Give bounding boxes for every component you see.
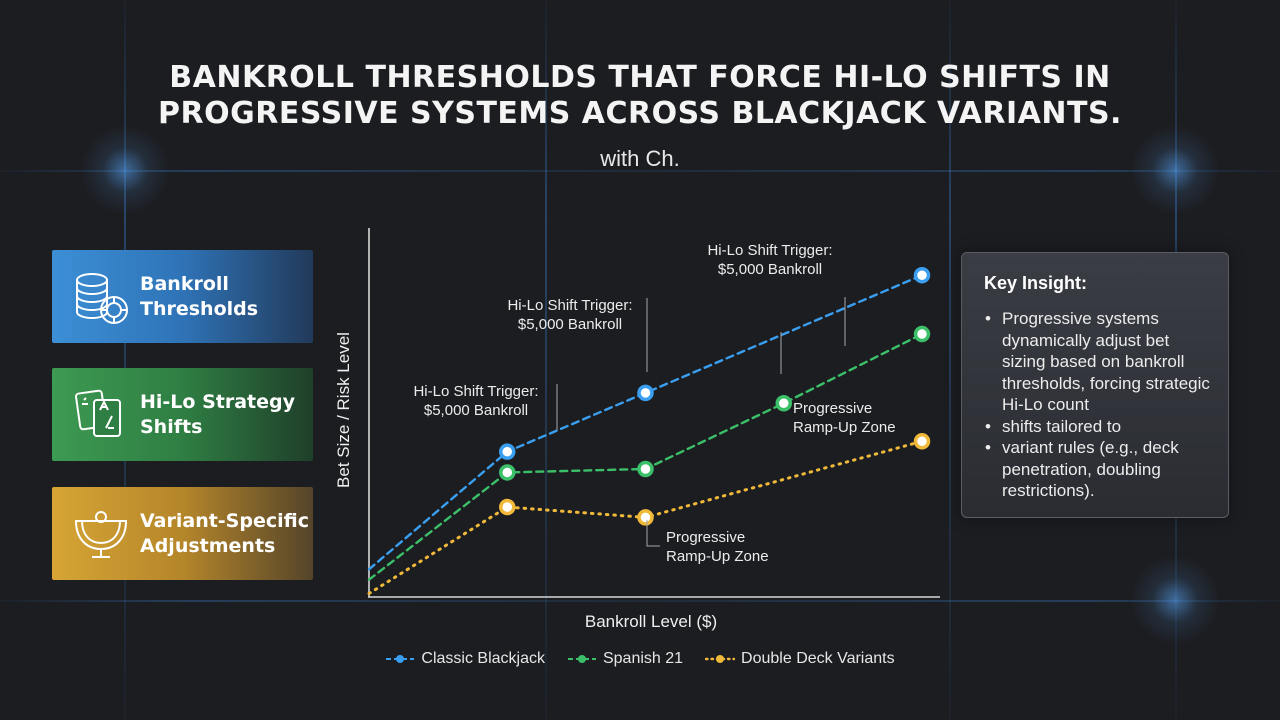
legend-label: Classic Blackjack: [421, 650, 545, 667]
insight-bullet: Progressive systems dynamically adjust b…: [985, 308, 1210, 416]
data-point: [637, 460, 654, 478]
series-line: [367, 274, 924, 571]
data-point: [913, 433, 931, 450]
card-bankroll-thresholds: Bankroll Thresholds: [52, 250, 313, 343]
x-axis-label: Bankroll Level ($): [585, 612, 717, 631]
legend-item: Classic Blackjack: [385, 650, 545, 668]
data-point: [499, 464, 516, 481]
annotation-label: Progressive Ramp-Up Zone: [666, 529, 769, 565]
series-line: [367, 439, 924, 596]
key-insight-panel: Key Insight: Progressive systems dynamic…: [961, 252, 1229, 518]
legend-item: Spanish 21: [567, 650, 683, 668]
chart-legend: Classic Blackjack Spanish 21 Double Deck…: [0, 650, 1280, 668]
annotation-layer: Hi-Lo Shift Trigger: $5,000 Bankroll Hi-Lo…: [413, 242, 895, 565]
data-point: [637, 384, 654, 402]
y-axis-label: Bet Size / Risk Level: [334, 332, 353, 488]
insight-list: Progressive systems dynamically adjust b…: [984, 308, 1210, 502]
playing-cards-icon: [75, 389, 121, 437]
data-point: [775, 394, 792, 412]
page-subtitle: with Ch.: [600, 146, 680, 171]
annotation-label: Progressive Ramp-Up Zone: [793, 400, 896, 436]
card-variant-specific-adjustments: Variant-Specific Adjustments: [52, 487, 313, 580]
data-point: [913, 325, 931, 343]
card-hi-lo-strategy-shifts: Hi-Lo Strategy Shifts: [52, 368, 313, 461]
data-point: [637, 509, 654, 526]
legend-label: Spanish 21: [602, 650, 684, 667]
data-point: [499, 498, 516, 516]
legend-item: Double Deck Variants: [705, 650, 895, 668]
poker-chips-icon: [76, 272, 128, 324]
annotation-leader: [646, 520, 660, 547]
insight-bullet: shifts tailored to: [985, 416, 1210, 438]
legend-swatch: [567, 655, 596, 663]
series-layer: [367, 266, 931, 596]
annotation-label: Hi-Lo Shift Trigger: $5,000 Bankroll: [707, 242, 832, 278]
legend-label: Double Deck Variants: [741, 650, 895, 667]
data-point: [913, 266, 931, 284]
insight-heading: Key Insight:: [984, 273, 1088, 293]
data-point: [499, 443, 516, 460]
annotation-label: Hi-Lo Shift Trigger: $5,000 Bankroll: [507, 297, 632, 333]
insight-bullet: variant rules (e.g., deck penetration, d…: [985, 437, 1210, 502]
annotation-label: Hi-Lo Shift Trigger: $5,000 Bankroll: [413, 383, 538, 419]
card-label: Variant-Specific Adjustments: [140, 509, 309, 557]
title-line: PROGRESSIVE SYSTEMS ACROSS BLACKJACK VAR…: [158, 96, 1122, 131]
title-line: BANKROLL THRESHOLDS THAT FORCE HI-LO SHI…: [169, 60, 1111, 95]
page-title: BANKROLL THRESHOLDS THAT FORCE HI-LO SHI…: [0, 60, 1280, 132]
blackjack-table-icon: [74, 510, 128, 558]
card-label: Bankroll Thresholds: [140, 272, 259, 320]
legend-swatch: [386, 655, 415, 663]
card-label: Hi-Lo Strategy Shifts: [140, 390, 295, 438]
legend-swatch: [705, 655, 736, 663]
